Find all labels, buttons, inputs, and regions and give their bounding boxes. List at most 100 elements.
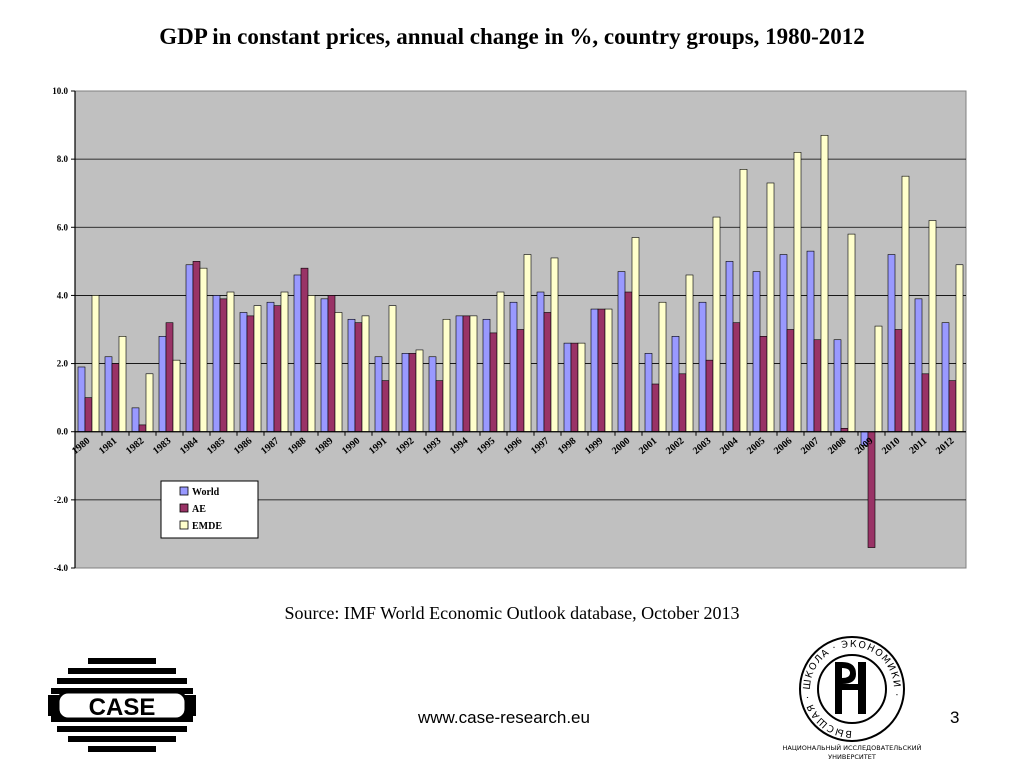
bar-ae-1994: [462, 315, 471, 433]
bar-ae-1998: [570, 342, 579, 433]
source-note: Source: IMF World Economic Outlook datab…: [284, 603, 740, 623]
bar-world-1992: [401, 353, 410, 433]
bar-ae-1988: [300, 267, 309, 433]
bar-emde-1980: [91, 295, 100, 433]
bar-emde-2001: [658, 301, 667, 433]
bar-emde-1995: [496, 291, 505, 433]
bar-ae-1999: [597, 308, 606, 433]
bar-world-1993: [428, 356, 437, 433]
y-tick-label: -4.0: [54, 563, 69, 573]
bar-emde-1990: [361, 315, 370, 433]
bar-world-1998: [563, 342, 572, 433]
bar-ae-1980: [84, 397, 93, 433]
chart-legend: World AE EMDE: [160, 480, 259, 539]
bar-emde-2008: [847, 233, 856, 433]
y-tick-label: 4.0: [57, 290, 69, 300]
bar-emde-2012: [955, 264, 964, 433]
bar-world-2010: [887, 254, 896, 433]
bar-emde-2010: [901, 175, 910, 433]
bar-ae-1990: [354, 322, 363, 433]
bar-emde-2007: [820, 134, 829, 433]
hse-logo-emblem: [835, 662, 866, 714]
bar-ae-2000: [624, 291, 633, 433]
bar-ae-1985: [219, 298, 228, 433]
bar-ae-1989: [327, 295, 336, 433]
y-tick-label: 0.0: [57, 427, 69, 437]
bar-ae-1984: [192, 261, 201, 433]
bar-emde-1986: [253, 305, 262, 433]
case-logo-badge: [56, 690, 188, 721]
bar-world-1984: [185, 264, 194, 433]
bar-emde-2006: [793, 152, 802, 433]
bar-emde-1987: [280, 291, 289, 433]
bar-world-1989: [320, 298, 329, 433]
bar-world-2001: [644, 353, 653, 433]
bar-world-2003: [698, 301, 707, 433]
website-link[interactable]: www.case-research.eu: [418, 708, 590, 727]
page-number: 3: [950, 708, 960, 727]
bar-ae-2002: [678, 373, 687, 433]
bar-world-1980: [77, 366, 86, 433]
bar-ae-1995: [489, 332, 498, 433]
bar-ae-2007: [813, 339, 822, 433]
bar-ae-2012: [948, 380, 957, 433]
bar-world-2008: [833, 339, 842, 433]
bar-world-1987: [266, 301, 275, 433]
y-tick-label: 10.0: [52, 86, 68, 96]
bar-world-2011: [914, 298, 923, 433]
bar-ae-1992: [408, 353, 417, 433]
legend-label-world: World: [192, 487, 220, 498]
legend-label-ae: AE: [192, 504, 206, 515]
bar-world-2006: [779, 254, 788, 433]
bar-world-1981: [104, 356, 113, 433]
bar-emde-1983: [172, 359, 181, 433]
bar-world-1999: [590, 308, 599, 433]
bar-emde-1996: [523, 254, 532, 433]
bar-emde-2002: [685, 274, 694, 433]
bar-emde-1989: [334, 312, 343, 433]
bar-ae-1983: [165, 322, 174, 433]
bar-emde-1999: [604, 308, 613, 433]
legend-box: [160, 480, 259, 539]
bar-emde-2004: [739, 169, 748, 433]
y-tick-label: -2.0: [54, 495, 69, 505]
bar-emde-1991: [388, 305, 397, 433]
bar-world-2007: [806, 250, 815, 433]
bar-emde-2009: [874, 325, 883, 433]
bar-ae-2006: [786, 329, 795, 433]
bar-world-2000: [617, 271, 626, 433]
bar-emde-1985: [226, 291, 235, 433]
bar-world-1994: [455, 315, 464, 433]
bar-emde-2011: [928, 220, 937, 433]
bar-ae-2003: [705, 359, 714, 433]
bar-ae-1986: [246, 315, 255, 433]
bar-ae-2001: [651, 383, 660, 433]
bar-emde-2000: [631, 237, 640, 433]
legend-label-emde: EMDE: [192, 521, 222, 532]
bar-ae-1996: [516, 329, 525, 433]
hse-caption-line2: УНИВЕРСИТЕТ: [828, 753, 876, 761]
bar-world-1983: [158, 336, 167, 433]
bar-ae-1993: [435, 380, 444, 433]
y-tick-label: 2.0: [57, 359, 69, 369]
bar-world-1996: [509, 301, 518, 433]
bar-ae-2011: [921, 373, 930, 433]
bar-world-2004: [725, 261, 734, 433]
bar-emde-1997: [550, 257, 559, 433]
bar-emde-1982: [145, 373, 154, 433]
bar-world-1990: [347, 318, 356, 433]
bar-emde-1992: [415, 349, 424, 433]
slide-title: GDP in constant prices, annual change in…: [159, 24, 865, 49]
bar-world-1986: [239, 312, 248, 433]
bar-emde-1998: [577, 342, 586, 433]
bar-world-2005: [752, 271, 761, 433]
bar-emde-1984: [199, 267, 208, 433]
bar-world-1988: [293, 274, 302, 433]
bar-ae-1982: [138, 424, 147, 433]
bar-emde-2003: [712, 216, 721, 433]
bar-ae-2004: [732, 322, 741, 433]
bar-world-1997: [536, 291, 545, 433]
y-tick-label: 8.0: [57, 154, 69, 164]
legend-swatch-emde: [179, 520, 189, 530]
